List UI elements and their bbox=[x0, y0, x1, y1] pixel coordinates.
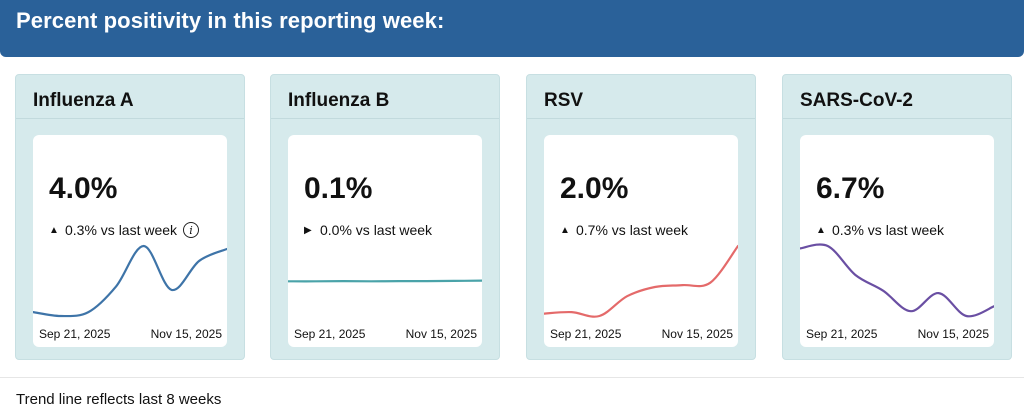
end-date: Nov 15, 2025 bbox=[917, 327, 989, 341]
card-divider bbox=[783, 118, 1011, 119]
trend-up-icon: ▲ bbox=[816, 224, 826, 236]
card-title: RSV bbox=[544, 90, 584, 111]
card-divider bbox=[16, 118, 244, 119]
change-text: 0.7% vs last week bbox=[576, 222, 689, 238]
trend-up-icon: ▲ bbox=[49, 224, 59, 236]
trend-line bbox=[33, 244, 227, 318]
trend-sparkline bbox=[33, 244, 227, 318]
end-date: Nov 15, 2025 bbox=[405, 327, 477, 341]
card-influenza-b: Influenza B 0.1% ▶ 0.0% vs last week Sep… bbox=[270, 74, 500, 360]
card-rsv: RSV 2.0% ▲ 0.7% vs last week Sep 21, 202… bbox=[526, 74, 756, 360]
weekly-change: ▲ 0.3% vs last week bbox=[816, 222, 944, 238]
header-banner: Percent positivity in this reporting wee… bbox=[0, 0, 1024, 57]
card-sars-cov-2: SARS-CoV-2 6.7% ▲ 0.3% vs last week Sep … bbox=[782, 74, 1012, 360]
change-text: 0.0% vs last week bbox=[320, 222, 433, 238]
trend-footnote: Trend line reflects last 8 weeks bbox=[16, 391, 222, 408]
card-divider bbox=[527, 118, 755, 119]
metric-panel: 4.0% ▲ 0.3% vs last week i Sep 21, 2025 … bbox=[33, 135, 227, 347]
change-text: 0.3% vs last week bbox=[65, 222, 178, 238]
card-title: Influenza A bbox=[33, 90, 134, 111]
footer-divider bbox=[0, 377, 1024, 378]
end-date: Nov 15, 2025 bbox=[150, 327, 222, 341]
start-date: Sep 21, 2025 bbox=[806, 327, 878, 341]
start-date: Sep 21, 2025 bbox=[39, 327, 111, 341]
weekly-change: ▲ 0.3% vs last week i bbox=[49, 222, 200, 238]
weekly-change: ▶ 0.0% vs last week bbox=[304, 222, 432, 238]
card-title: Influenza B bbox=[288, 90, 390, 111]
positivity-value: 0.1% bbox=[304, 172, 373, 205]
page-title: Percent positivity in this reporting wee… bbox=[16, 8, 445, 33]
start-date: Sep 21, 2025 bbox=[294, 327, 366, 341]
end-date: Nov 15, 2025 bbox=[661, 327, 733, 341]
positivity-value: 4.0% bbox=[49, 172, 118, 205]
trend-line bbox=[288, 279, 482, 283]
trend-sparkline bbox=[544, 244, 738, 318]
metric-panel: 2.0% ▲ 0.7% vs last week Sep 21, 2025 No… bbox=[544, 135, 738, 347]
trend-line bbox=[544, 244, 738, 318]
change-text: 0.3% vs last week bbox=[832, 222, 945, 238]
trend-line bbox=[800, 243, 994, 318]
start-date: Sep 21, 2025 bbox=[550, 327, 622, 341]
info-icon[interactable]: i bbox=[183, 222, 200, 238]
metric-panel: 6.7% ▲ 0.3% vs last week Sep 21, 2025 No… bbox=[800, 135, 994, 347]
trend-sparkline bbox=[288, 279, 482, 283]
positivity-value: 2.0% bbox=[560, 172, 629, 205]
trend-up-icon: ▲ bbox=[560, 224, 570, 236]
trend-flat-icon: ▶ bbox=[304, 224, 312, 236]
card-influenza-a: Influenza A 4.0% ▲ 0.3% vs last week i S… bbox=[15, 74, 245, 360]
card-divider bbox=[271, 118, 499, 119]
card-title: SARS-CoV-2 bbox=[800, 90, 913, 111]
weekly-change: ▲ 0.7% vs last week bbox=[560, 222, 688, 238]
trend-sparkline bbox=[800, 243, 994, 318]
positivity-value: 6.7% bbox=[816, 172, 885, 205]
metric-panel: 0.1% ▶ 0.0% vs last week Sep 21, 2025 No… bbox=[288, 135, 482, 347]
